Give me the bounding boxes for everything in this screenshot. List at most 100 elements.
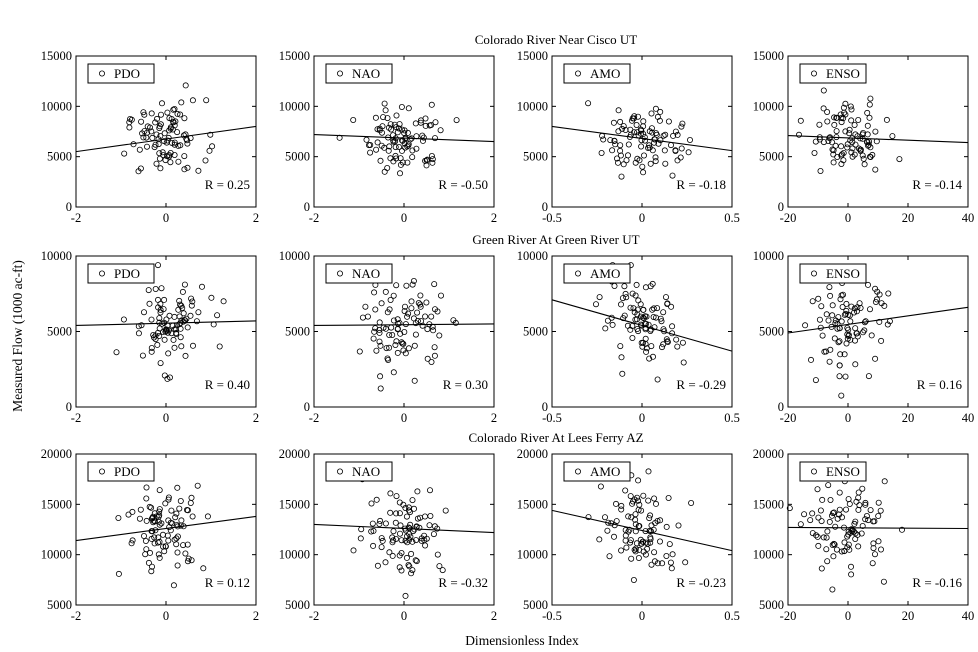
x-tick-label: 0 [163, 609, 169, 623]
data-point [786, 505, 793, 512]
data-point [680, 359, 687, 366]
data-point [390, 158, 397, 165]
data-points [585, 100, 694, 180]
data-point [166, 374, 173, 381]
data-point [841, 539, 848, 546]
data-point [393, 124, 400, 131]
data-point [152, 119, 159, 126]
data-point [838, 392, 845, 399]
data-point [136, 515, 143, 522]
data-point [854, 133, 861, 140]
data-point [607, 137, 614, 144]
y-tick-label: 10000 [41, 249, 72, 263]
data-point [350, 547, 357, 554]
data-point [854, 333, 861, 340]
x-axis-label: Dimensionless Index [465, 633, 579, 648]
correlation-label: R = 0.40 [205, 377, 250, 392]
y-tick-label: 20000 [279, 447, 310, 461]
data-point [621, 283, 628, 290]
data-point [129, 508, 136, 515]
data-point [378, 142, 385, 149]
x-tick-label: 0.5 [724, 609, 740, 623]
data-point [673, 336, 680, 343]
data-point [596, 536, 603, 543]
data-point [837, 351, 844, 358]
x-tick-label: 0 [639, 211, 645, 225]
data-point [417, 117, 424, 124]
data-point [836, 362, 843, 369]
data-point [183, 506, 190, 513]
x-tick-label: 0 [845, 411, 851, 425]
data-point [627, 539, 634, 546]
data-point [844, 144, 851, 151]
data-point [418, 537, 425, 544]
legend: ENSO [799, 63, 867, 84]
row-title: Green River At Green River UT [472, 232, 639, 247]
data-point [593, 301, 600, 308]
data-point [654, 305, 661, 312]
data-point [615, 107, 622, 114]
data-point [796, 131, 803, 138]
data-point [384, 309, 391, 316]
regression-line [551, 299, 733, 352]
data-point [817, 507, 824, 514]
data-point [674, 343, 681, 350]
data-point [162, 500, 169, 507]
data-point [376, 127, 383, 134]
data-point [829, 586, 836, 593]
data-point [613, 500, 620, 507]
data-point [411, 377, 418, 384]
data-point [214, 312, 221, 319]
data-point [669, 172, 676, 179]
data-point [363, 136, 370, 143]
data-point [415, 299, 422, 306]
data-point [392, 519, 399, 526]
y-tick-label: 5000 [285, 150, 310, 164]
data-point [824, 558, 831, 565]
x-tick-label: 2 [491, 609, 497, 623]
data-point [678, 123, 685, 130]
data-points [113, 262, 227, 382]
data-point [830, 159, 837, 166]
data-point [857, 304, 864, 311]
x-tick-label: 2 [491, 211, 497, 225]
data-point [648, 561, 655, 568]
y-tick-label: 0 [778, 200, 784, 214]
data-point [618, 354, 625, 361]
data-point [382, 288, 389, 295]
legend: AMO [563, 461, 631, 482]
correlation-label: R = 0.30 [443, 377, 488, 392]
data-point [176, 313, 183, 320]
data-point [377, 157, 384, 164]
data-point [809, 510, 816, 517]
data-point [422, 122, 429, 129]
data-point [421, 537, 428, 544]
data-points [356, 275, 459, 392]
data-point [846, 126, 853, 133]
data-point [431, 306, 438, 313]
data-point [875, 538, 882, 545]
data-point [377, 517, 384, 524]
data-point [178, 517, 185, 524]
data-point [428, 358, 435, 365]
data-point [838, 318, 845, 325]
legend-marker [811, 270, 818, 277]
data-point [371, 328, 378, 335]
data-point [842, 310, 849, 317]
data-point [389, 539, 396, 546]
data-point [414, 309, 421, 316]
data-point [163, 139, 170, 146]
data-point [387, 509, 394, 516]
data-point [660, 132, 667, 139]
data-point [406, 509, 413, 516]
data-point [442, 507, 449, 514]
data-point [453, 117, 460, 124]
data-point [161, 130, 168, 137]
data-point [855, 117, 862, 124]
data-point [390, 292, 397, 299]
data-point [167, 124, 174, 131]
data-point [650, 313, 657, 320]
legend-box [87, 63, 155, 84]
data-point [855, 543, 862, 550]
data-point [153, 131, 160, 138]
